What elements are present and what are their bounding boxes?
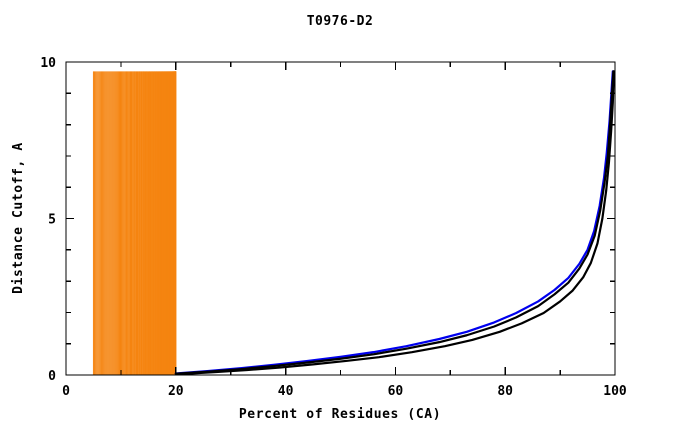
x-tick-label: 60 xyxy=(388,384,404,399)
x-tick-label: 20 xyxy=(168,384,184,399)
axis-ticks xyxy=(65,61,616,376)
x-tick-label: 80 xyxy=(497,384,513,399)
y-tick-label: 0 xyxy=(48,369,56,384)
axis-tick-labels: 0 20 40 60 80 100 0 5 10 xyxy=(40,56,627,399)
y-tick-label: 10 xyxy=(40,56,56,71)
reference-curves-group xyxy=(174,70,615,376)
x-tick-label: 40 xyxy=(278,384,294,399)
page-title: T0976-D2 xyxy=(306,14,374,29)
y-tick-label: 5 xyxy=(48,213,56,228)
reference-curve-reference-blue xyxy=(174,70,614,375)
reference-curve-reference-black-2 xyxy=(180,70,615,376)
x-axis-title: Percent of Residues (CA) xyxy=(239,407,441,422)
prediction-curves-group xyxy=(92,71,177,375)
x-tick-label: 0 xyxy=(62,384,70,399)
x-tick-label: 100 xyxy=(603,384,627,399)
y-axis-title: Distance Cutoff, A xyxy=(11,142,26,294)
reference-curve-reference-black-1 xyxy=(174,70,615,375)
